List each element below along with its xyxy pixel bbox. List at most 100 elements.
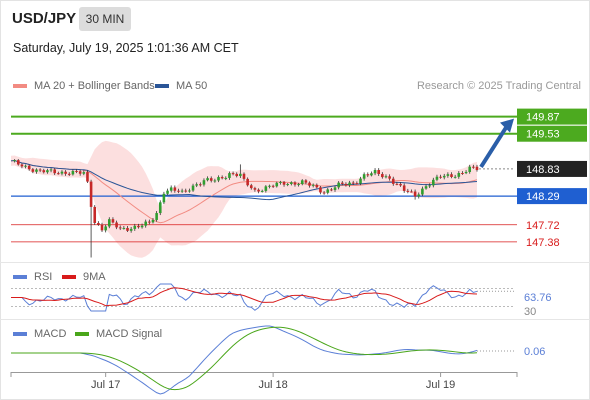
candle-down (330, 189, 333, 191)
candle-down (475, 166, 479, 171)
candle-down (461, 173, 464, 175)
candle-down (406, 190, 410, 192)
candle-up (348, 182, 351, 186)
candle-down (395, 183, 399, 185)
candle-down (75, 170, 78, 172)
timeframe-badge[interactable]: 30 MIN (79, 7, 131, 31)
ma20-swatch (13, 84, 27, 88)
candle-up (239, 173, 242, 177)
candle-down (38, 169, 42, 171)
candle-down (199, 184, 202, 186)
candle-up (359, 178, 362, 184)
candle-up (180, 190, 184, 192)
candle-down (308, 182, 311, 186)
candle-down (31, 169, 35, 172)
candle-down (27, 165, 31, 170)
candle-up (446, 174, 450, 176)
candle-down (86, 172, 89, 182)
candle-up (428, 185, 431, 187)
legend-ma50: MA 50 (155, 80, 207, 92)
rsi-30-label: 30 (524, 306, 536, 318)
candle-down (126, 227, 129, 231)
candle-up (162, 193, 166, 203)
candle-up (140, 225, 144, 228)
candle-down (450, 174, 453, 178)
candle-up (213, 180, 217, 182)
macd-signal-swatch (75, 332, 89, 336)
candle-up (260, 190, 264, 192)
r1-label-text: 149.53 (526, 129, 560, 141)
legend-rsi: RSI (13, 271, 52, 283)
bollinger-band-area (11, 140, 477, 258)
macd-line (11, 325, 478, 395)
candle-down (340, 182, 344, 184)
pivot-label-text: 148.29 (526, 191, 560, 203)
candle-down (472, 166, 475, 168)
candle-up (464, 171, 468, 174)
macd-swatch (13, 332, 27, 336)
legend-rsi-ma-label: 9MA (83, 271, 106, 283)
candle-up (417, 194, 421, 197)
candle-down (282, 181, 286, 185)
price-labels: 149.87 149.53 148.83 148.29 147.72 147.38 63.7… (517, 108, 587, 358)
candle-up (144, 221, 148, 226)
candle-down (439, 176, 442, 178)
candle-up (158, 202, 162, 214)
candle-down (177, 190, 180, 192)
s1-label: 147.72 (526, 220, 560, 232)
candle-down (315, 184, 319, 188)
s2-label: 147.38 (526, 237, 560, 249)
candle-up (24, 165, 27, 167)
candle-up (224, 177, 228, 179)
candle-down (242, 173, 246, 179)
candle-up (104, 226, 107, 231)
candle-up (421, 188, 424, 195)
candle-up (71, 170, 75, 175)
candle-down (246, 178, 249, 186)
candle-up (13, 160, 16, 162)
ma50-line (10, 159, 478, 201)
candle-down (118, 227, 122, 229)
candle-up (384, 176, 388, 178)
candle-up (82, 172, 86, 174)
target-arrow-head (500, 118, 514, 133)
candle-up (49, 169, 53, 171)
candle-down (97, 222, 100, 225)
x-tick-label: Jul 17 (91, 379, 120, 391)
candle-down (100, 224, 104, 231)
candle-up (268, 185, 271, 187)
candle-up (300, 180, 304, 185)
candle-down (271, 185, 275, 187)
candle-up (169, 187, 173, 191)
rsi-value-label: 63.76 (524, 292, 552, 304)
candle-up (122, 227, 126, 229)
candle-up (424, 186, 428, 189)
chart-datetime: Saturday, July 19, 2025 1:01:36 AM CET (13, 41, 239, 55)
candle-down (20, 164, 24, 167)
candle-up (46, 170, 49, 173)
legend-ma20-label: MA 20 + Bollinger Bands (34, 80, 155, 92)
candle-up (286, 184, 289, 186)
candle-down (209, 178, 213, 181)
candle-up (370, 173, 373, 176)
ma20-line (10, 159, 478, 224)
candle-down (78, 171, 82, 174)
candle-up (206, 178, 209, 181)
candle-down (16, 160, 20, 165)
candle-down (381, 174, 384, 178)
candle-up (337, 182, 340, 188)
pivot-label-bg (517, 188, 587, 205)
candle-up (442, 175, 446, 178)
target-arrow-shaft (479, 126, 508, 169)
candle-down (344, 183, 348, 186)
candle-down (391, 178, 395, 184)
legend-rsi-ma: 9MA (62, 271, 106, 283)
legend-rsi-label: RSI (34, 271, 53, 283)
candle-down (111, 219, 115, 223)
candle-up (457, 173, 461, 177)
candle-down (173, 187, 177, 191)
candle-up (151, 219, 155, 223)
rsi-ma-line (11, 287, 478, 307)
macd-signal-line (11, 326, 478, 391)
candle-down (388, 176, 391, 179)
